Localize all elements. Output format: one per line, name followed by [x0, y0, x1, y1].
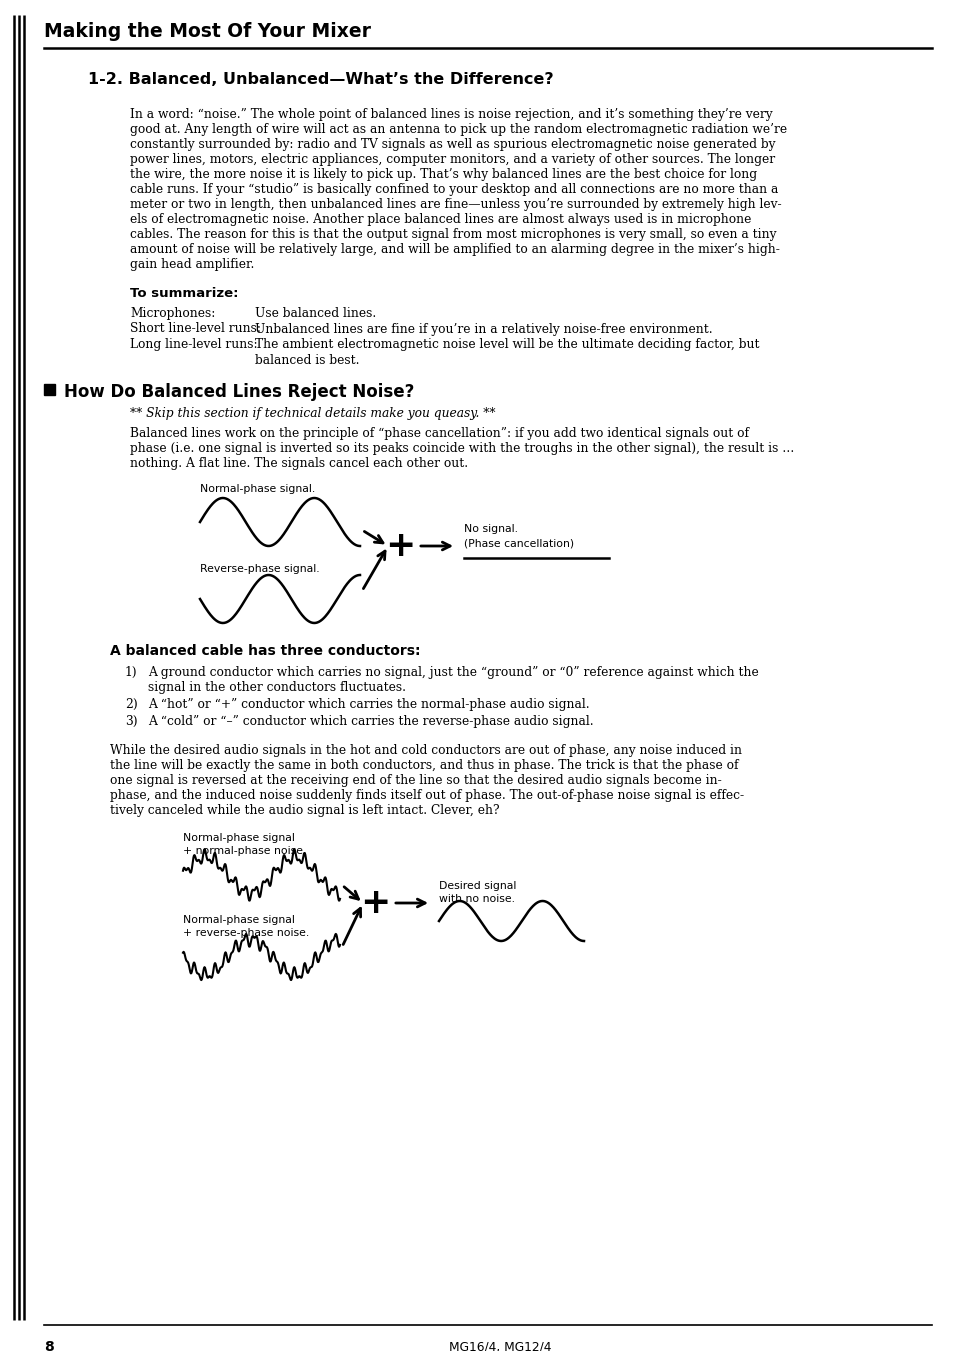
Text: Balanced lines work on the principle of “phase cancellation”: if you add two ide: Balanced lines work on the principle of …	[130, 427, 748, 440]
Text: cables. The reason for this is that the output signal from most microphones is v: cables. The reason for this is that the …	[130, 228, 776, 240]
Text: good at. Any length of wire will act as an antenna to pick up the random electro: good at. Any length of wire will act as …	[130, 123, 786, 136]
Text: 2): 2)	[125, 698, 137, 711]
Text: tively canceled while the audio signal is left intact. Clever, eh?: tively canceled while the audio signal i…	[110, 804, 499, 817]
Text: In a word: “noise.” The whole point of balanced lines is noise rejection, and it: In a word: “noise.” The whole point of b…	[130, 108, 772, 122]
Text: 3): 3)	[125, 715, 137, 728]
Text: A “hot” or “+” conductor which carries the normal-phase audio signal.: A “hot” or “+” conductor which carries t…	[148, 698, 589, 711]
Text: +: +	[384, 530, 415, 563]
Text: balanced is best.: balanced is best.	[254, 354, 359, 366]
Text: with no noise.: with no noise.	[438, 894, 515, 904]
Text: amount of noise will be relatively large, and will be amplified to an alarming d: amount of noise will be relatively large…	[130, 243, 779, 255]
Text: A balanced cable has three conductors:: A balanced cable has three conductors:	[110, 644, 420, 658]
Text: A “cold” or “–” conductor which carries the reverse-phase audio signal.: A “cold” or “–” conductor which carries …	[148, 715, 593, 728]
Text: Microphones:: Microphones:	[130, 307, 215, 320]
Text: While the desired audio signals in the hot and cold conductors are out of phase,: While the desired audio signals in the h…	[110, 744, 741, 757]
Text: signal in the other conductors fluctuates.: signal in the other conductors fluctuate…	[148, 681, 406, 694]
Text: meter or two in length, then unbalanced lines are fine—unless you’re surrounded : meter or two in length, then unbalanced …	[130, 199, 781, 211]
Text: the wire, the more noise it is likely to pick up. That’s why balanced lines are : the wire, the more noise it is likely to…	[130, 168, 757, 181]
Text: A ground conductor which carries no signal, just the “ground” or “0” reference a: A ground conductor which carries no sign…	[148, 666, 758, 680]
Text: The ambient electromagnetic noise level will be the ultimate deciding factor, bu: The ambient electromagnetic noise level …	[254, 338, 759, 351]
Text: + normal-phase noise.: + normal-phase noise.	[183, 846, 306, 857]
Text: gain head amplifier.: gain head amplifier.	[130, 258, 254, 272]
Text: +: +	[359, 886, 390, 920]
Text: + reverse-phase noise.: + reverse-phase noise.	[183, 928, 309, 938]
Text: Use balanced lines.: Use balanced lines.	[254, 307, 375, 320]
Text: one signal is reversed at the receiving end of the line so that the desired audi: one signal is reversed at the receiving …	[110, 774, 721, 788]
Text: the line will be exactly the same in both conductors, and thus in phase. The tri: the line will be exactly the same in bot…	[110, 759, 738, 771]
Bar	[44, 384, 55, 394]
Text: Long line-level runs:: Long line-level runs:	[130, 338, 257, 351]
Text: phase (i.e. one signal is inverted so its peaks coincide with the troughs in the: phase (i.e. one signal is inverted so it…	[130, 442, 794, 455]
Text: 8: 8	[44, 1340, 53, 1351]
Text: Normal-phase signal: Normal-phase signal	[183, 834, 294, 843]
Text: Normal-phase signal.: Normal-phase signal.	[200, 484, 314, 494]
Text: Normal-phase signal: Normal-phase signal	[183, 915, 294, 925]
Text: Short line-level runs:: Short line-level runs:	[130, 323, 261, 335]
Text: phase, and the induced noise suddenly finds itself out of phase. The out-of-phas: phase, and the induced noise suddenly fi…	[110, 789, 743, 802]
Text: ** Skip this section if technical details make you queasy. **: ** Skip this section if technical detail…	[130, 407, 495, 420]
Text: 1-2. Balanced, Unbalanced—What’s the Difference?: 1-2. Balanced, Unbalanced—What’s the Dif…	[88, 72, 553, 86]
Text: How Do Balanced Lines Reject Noise?: How Do Balanced Lines Reject Noise?	[64, 382, 414, 401]
Text: cable runs. If your “studio” is basically confined to your desktop and all conne: cable runs. If your “studio” is basicall…	[130, 182, 778, 196]
Text: els of electromagnetic noise. Another place balanced lines are almost always use: els of electromagnetic noise. Another pl…	[130, 213, 751, 226]
Text: MG16/4, MG12/4: MG16/4, MG12/4	[448, 1340, 551, 1351]
Text: Making the Most Of Your Mixer: Making the Most Of Your Mixer	[44, 22, 371, 41]
Text: nothing. A flat line. The signals cancel each other out.: nothing. A flat line. The signals cancel…	[130, 457, 468, 470]
Text: constantly surrounded by: radio and TV signals as well as spurious electromagnet: constantly surrounded by: radio and TV s…	[130, 138, 775, 151]
Text: 1): 1)	[125, 666, 137, 680]
Text: Desired signal: Desired signal	[438, 881, 516, 892]
Text: No signal.: No signal.	[463, 524, 517, 534]
Text: Reverse-phase signal.: Reverse-phase signal.	[200, 563, 319, 574]
Text: Unbalanced lines are fine if you’re in a relatively noise-free environment.: Unbalanced lines are fine if you’re in a…	[254, 323, 712, 335]
Text: (Phase cancellation): (Phase cancellation)	[463, 538, 574, 549]
Text: power lines, motors, electric appliances, computer monitors, and a variety of ot: power lines, motors, electric appliances…	[130, 153, 774, 166]
Text: To summarize:: To summarize:	[130, 286, 238, 300]
